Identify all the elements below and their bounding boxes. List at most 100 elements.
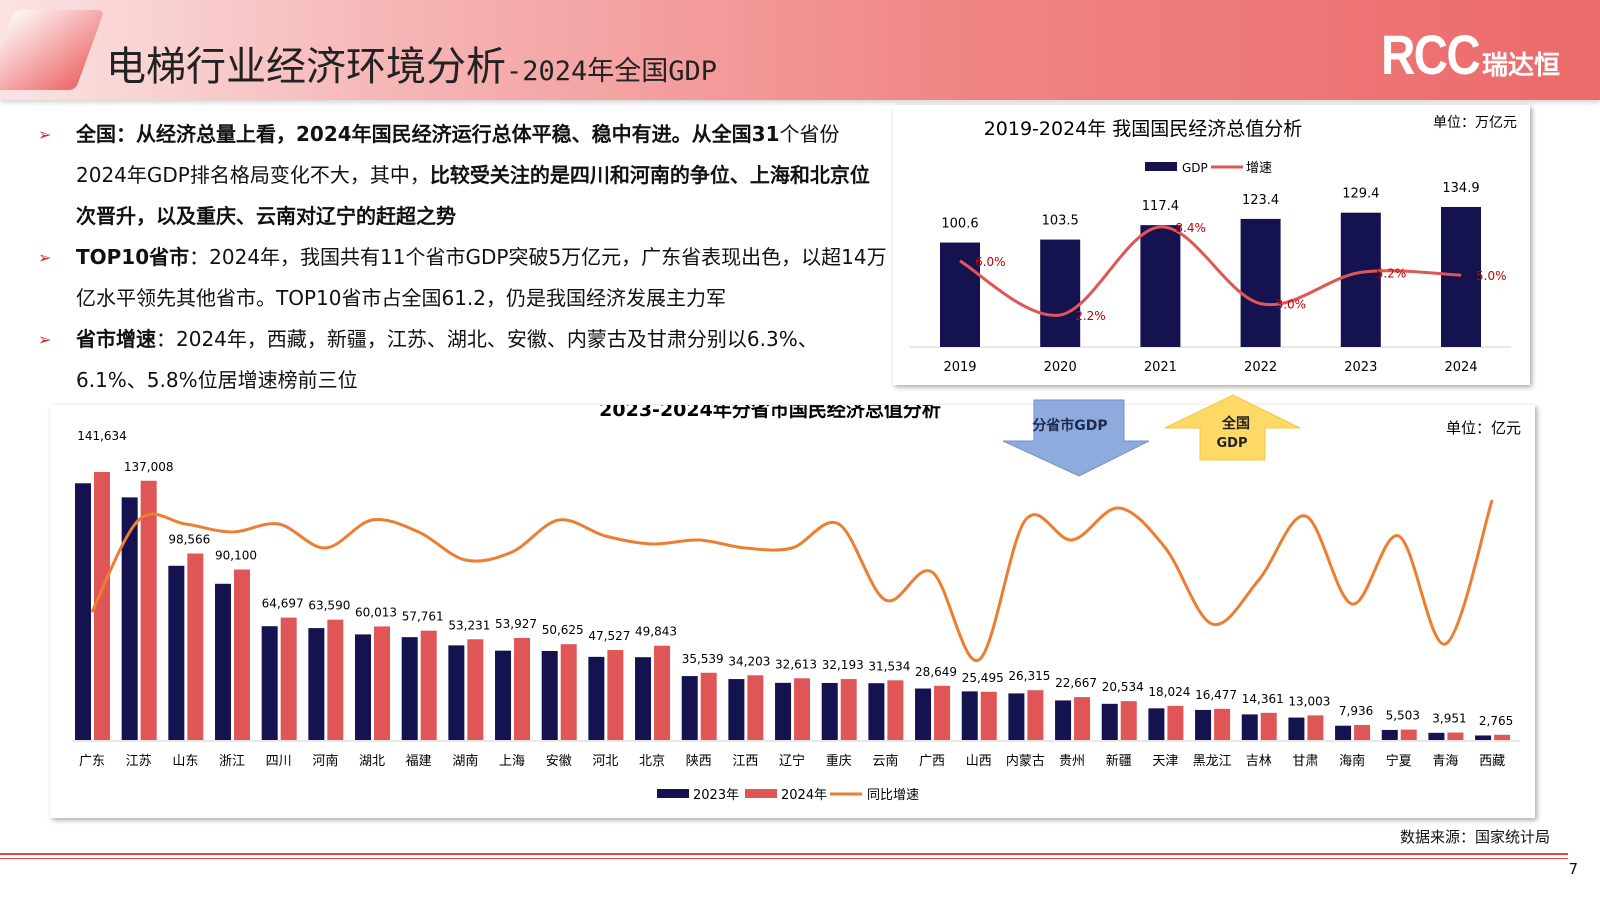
value-label-2024: 7,936 (1339, 704, 1373, 718)
bar-2024 (514, 637, 531, 740)
value-label-2024: 16,477 (1195, 688, 1237, 702)
value-label-2024: 32,613 (775, 657, 817, 671)
growth-point (278, 523, 280, 525)
gdp-value-label: 129.4 (1342, 187, 1379, 202)
bar-2023 (1475, 735, 1492, 740)
x-tick-label: 浙江 (219, 754, 245, 769)
bar-2023 (1428, 732, 1445, 740)
x-tick-label: 江西 (732, 754, 758, 769)
growth-point (1360, 271, 1362, 273)
bullet-bold: 省市增速 (76, 327, 156, 351)
bar-2024 (280, 617, 297, 740)
growth-point (464, 559, 466, 561)
value-label-2024: 35,539 (682, 652, 724, 666)
value-label-2024: 22,667 (1055, 676, 1097, 690)
legend-2024-swatch (745, 789, 777, 798)
x-tick-label: 宁夏 (1386, 753, 1412, 769)
value-label-2024: 13,003 (1288, 694, 1330, 708)
bar-2023 (1381, 729, 1398, 740)
footer-divider (0, 858, 1568, 859)
value-label-2024: 5,503 (1386, 709, 1420, 723)
gdp-bar (1240, 218, 1281, 347)
bar-2023 (448, 645, 465, 740)
gdp-bar (940, 242, 980, 347)
value-label-2024: 18,024 (1148, 685, 1190, 699)
bar-2023 (868, 683, 885, 740)
legend-2024-label: 2024年 (781, 788, 827, 803)
arrow-bullet-icon: ➢ (38, 125, 52, 144)
bar-2024 (1354, 724, 1371, 740)
growth-value-label: 5.0% (1476, 269, 1507, 283)
value-label-2024: 34,203 (728, 654, 770, 668)
x-tick-label: 吉林 (1246, 754, 1272, 769)
bar-2024 (887, 680, 904, 740)
x-tick-label: 青海 (1432, 754, 1458, 769)
growth-point (838, 523, 840, 525)
bar-2023 (541, 650, 558, 740)
x-tick-label: 2021 (1144, 360, 1177, 375)
bullet-growth: ➢ 省市增速：2024年，西藏，新疆，江苏、湖北、安徽、内蒙古及甘肃分别以6.3%… (38, 319, 888, 401)
bar-2023 (1195, 709, 1212, 740)
growth-point (1491, 499, 1493, 501)
bar-2024 (1400, 729, 1417, 740)
bar-2024 (934, 685, 951, 740)
bar-2024 (234, 569, 251, 740)
bar-2023 (1241, 714, 1258, 740)
header-decoration (0, 10, 105, 90)
value-label-2024: 3,951 (1432, 712, 1466, 726)
x-tick-label: 重庆 (826, 753, 852, 769)
growth-point (371, 519, 373, 521)
growth-point (1398, 535, 1400, 537)
growth-point (1024, 519, 1026, 521)
growth-value-label: 6.0% (975, 255, 1006, 269)
bar-2023 (401, 637, 418, 740)
national-gdp-svg: 2019-2024年 我国国民经济总值分析 单位：万亿元 GDP 增速 100.… (910, 115, 1517, 375)
growth-line (959, 225, 1462, 317)
down-arrow-label: 分省市GDP (1032, 417, 1107, 434)
value-label-2024: 32,193 (822, 658, 864, 672)
bar-2024 (980, 691, 997, 740)
x-tick-label: 广东 (79, 754, 105, 769)
bar-2024 (140, 480, 157, 740)
bar-2023 (261, 626, 278, 740)
value-label-2024: 31,534 (868, 659, 910, 673)
growth-point (558, 519, 560, 521)
x-tick-label: 云南 (872, 753, 898, 769)
growth-point (511, 551, 513, 553)
bullet-bold: 全国：从经济总量上看，2024年国民经济运行总体平稳、稳中有进。从全国31 (76, 122, 780, 146)
growth-point (698, 539, 700, 541)
gdp-value-label: 134.9 (1442, 181, 1479, 196)
bar-2023 (75, 483, 91, 740)
arrow-bullet-icon: ➢ (38, 248, 52, 267)
x-tick-label: 2019 (943, 360, 976, 375)
x-tick-label: 河南 (312, 753, 338, 769)
up-arrow-label: 全国 (1221, 415, 1250, 432)
title-main: 电梯行业经济环境分析 (106, 44, 506, 90)
bullet-bold: TOP10省市 (76, 245, 190, 269)
growth-point (1059, 314, 1061, 316)
growth-point (651, 543, 653, 545)
bar-2023 (308, 628, 325, 740)
bar-2024 (1027, 690, 1044, 740)
value-label-2024: 26,315 (1008, 669, 1050, 683)
x-tick-label: 新疆 (1106, 753, 1132, 769)
x-tick-label: 上海 (499, 754, 525, 769)
arrow-bullet-icon: ➢ (38, 330, 52, 349)
bar-2024 (1167, 705, 1184, 740)
bullet-list: ➢ 全国：从经济总量上看，2024年国民经济运行总体平稳、稳中有进。从全国31个省… (38, 114, 888, 401)
growth-point (1351, 603, 1353, 605)
value-label-2024: 141,634 (77, 429, 127, 443)
value-label-2024: 57,761 (402, 610, 444, 624)
growth-point (1118, 507, 1120, 509)
x-tick-label: 内蒙古 (1006, 753, 1045, 769)
bar-2023 (121, 497, 138, 740)
bar-2023 (215, 583, 232, 740)
bar-2023 (681, 676, 698, 740)
bar-2024 (1307, 715, 1324, 740)
bar-2024 (1494, 734, 1511, 740)
national-gdp-chart: 2019-2024年 我国国民经济总值分析 单位：万亿元 GDP 增速 100.… (893, 105, 1530, 385)
x-tick-label: 北京 (639, 754, 665, 769)
bar-2024 (700, 672, 717, 740)
growth-point (324, 547, 326, 549)
bar-2023 (915, 688, 932, 740)
